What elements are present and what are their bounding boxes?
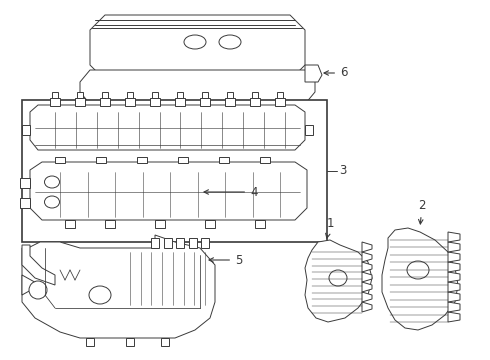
Bar — [250, 98, 260, 106]
Ellipse shape — [407, 261, 429, 279]
Bar — [125, 98, 135, 106]
Polygon shape — [448, 302, 460, 312]
Bar — [96, 157, 106, 163]
Polygon shape — [20, 198, 30, 208]
Bar — [65, 220, 75, 228]
Bar — [50, 98, 60, 106]
Bar — [274, 104, 286, 112]
Polygon shape — [305, 125, 313, 135]
Polygon shape — [448, 292, 460, 302]
Bar — [161, 338, 169, 346]
Text: 6: 6 — [324, 67, 347, 80]
Polygon shape — [362, 302, 372, 312]
Bar — [260, 157, 270, 163]
Polygon shape — [362, 252, 372, 262]
Polygon shape — [22, 245, 55, 285]
Bar — [102, 92, 108, 98]
Bar — [202, 92, 208, 98]
Polygon shape — [362, 282, 372, 292]
Text: 5: 5 — [209, 253, 243, 266]
Bar — [111, 110, 119, 116]
Bar — [201, 238, 209, 248]
Ellipse shape — [29, 281, 47, 299]
Bar — [77, 92, 83, 98]
Ellipse shape — [45, 176, 59, 188]
Ellipse shape — [329, 270, 347, 286]
Bar — [52, 92, 58, 98]
Bar — [164, 238, 171, 248]
Ellipse shape — [219, 35, 241, 49]
Bar — [100, 98, 110, 106]
Bar — [225, 98, 235, 106]
Polygon shape — [362, 292, 372, 302]
Bar — [277, 92, 283, 98]
Bar — [75, 98, 85, 106]
Bar — [252, 92, 258, 98]
Polygon shape — [30, 105, 305, 150]
Polygon shape — [382, 228, 458, 330]
Bar — [189, 238, 196, 248]
Bar — [151, 238, 159, 248]
Bar — [55, 157, 65, 163]
Bar — [99, 104, 111, 112]
Polygon shape — [448, 272, 460, 282]
Ellipse shape — [184, 35, 206, 49]
Polygon shape — [22, 125, 30, 135]
Polygon shape — [448, 252, 460, 262]
Text: 3: 3 — [339, 165, 346, 177]
Polygon shape — [305, 65, 322, 82]
Polygon shape — [80, 70, 315, 104]
Polygon shape — [362, 272, 372, 282]
Bar — [105, 220, 115, 228]
Bar — [176, 238, 184, 248]
Polygon shape — [90, 15, 305, 80]
Bar — [137, 157, 147, 163]
Bar — [255, 220, 265, 228]
Text: 4: 4 — [204, 185, 258, 198]
Polygon shape — [20, 178, 30, 188]
Bar — [178, 157, 188, 163]
Bar — [205, 220, 215, 228]
Polygon shape — [22, 275, 40, 295]
Bar — [150, 98, 160, 106]
Polygon shape — [448, 312, 460, 322]
Bar — [126, 338, 134, 346]
Bar — [22, 100, 327, 242]
Bar — [152, 92, 158, 98]
Ellipse shape — [89, 286, 111, 304]
Polygon shape — [305, 240, 372, 322]
Bar — [200, 98, 210, 106]
Polygon shape — [22, 235, 215, 338]
Bar — [155, 220, 165, 228]
Bar — [127, 92, 133, 98]
Polygon shape — [362, 262, 372, 272]
Polygon shape — [448, 262, 460, 272]
Polygon shape — [362, 242, 372, 252]
Bar — [266, 110, 274, 116]
Bar — [175, 98, 185, 106]
Text: 2: 2 — [418, 199, 426, 224]
Bar — [275, 98, 285, 106]
Ellipse shape — [45, 196, 59, 208]
Polygon shape — [30, 162, 307, 220]
Polygon shape — [448, 232, 460, 242]
Bar — [227, 92, 233, 98]
Bar — [86, 338, 94, 346]
Polygon shape — [448, 282, 460, 292]
Bar — [177, 92, 183, 98]
Polygon shape — [448, 242, 460, 252]
Bar — [219, 157, 229, 163]
Text: 1: 1 — [326, 217, 334, 238]
